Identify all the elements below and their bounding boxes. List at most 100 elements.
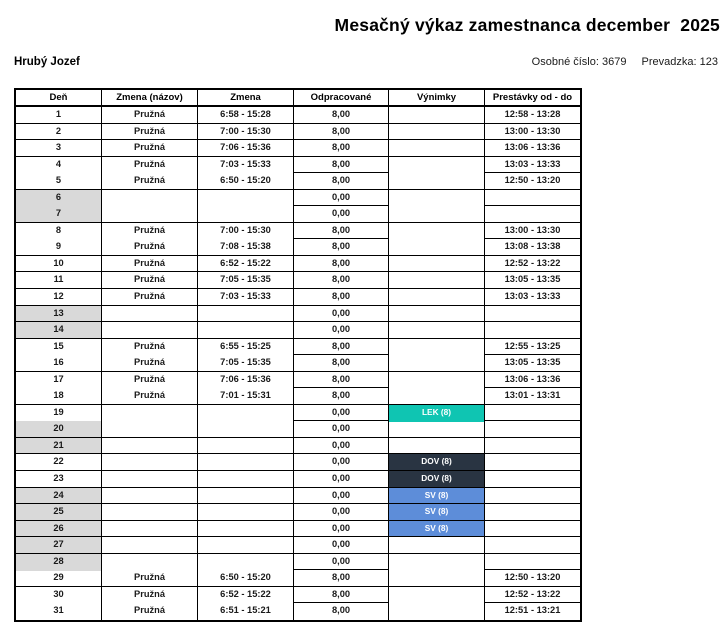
shift-time-cell bbox=[198, 471, 294, 488]
shift-time-cell: 7:05 - 15:35 bbox=[198, 355, 294, 372]
shift-time-cell: 7:00 - 15:30 bbox=[198, 123, 294, 141]
day-cell: 28 bbox=[16, 553, 102, 572]
worked-hours-cell: 8,00 bbox=[294, 140, 389, 157]
breaks-cell bbox=[485, 306, 580, 323]
shift-name-cell bbox=[102, 487, 198, 505]
worked-hours-cell: 8,00 bbox=[294, 338, 389, 356]
subheader: Hrubý Jozef Osobné číslo: 3679 Prevadzka… bbox=[14, 56, 718, 68]
breaks-cell: 12:50 - 13:20 bbox=[485, 173, 580, 190]
header-exceptions: Výnimky bbox=[389, 90, 485, 107]
worked-hours-cell: 0,00 bbox=[294, 537, 389, 554]
worked-hours-cell: 0,00 bbox=[294, 421, 389, 438]
shift-time-cell: 6:55 - 15:25 bbox=[198, 338, 294, 357]
shift-name-cell: Pružná bbox=[102, 586, 198, 605]
worked-hours-cell: 8,00 bbox=[294, 255, 389, 273]
worked-hours-cell: 0,00 bbox=[294, 504, 389, 521]
shift-time-cell: 6:52 - 15:22 bbox=[198, 586, 294, 605]
day-cell: 20 bbox=[16, 421, 102, 438]
worked-hours-cell: 8,00 bbox=[294, 156, 389, 174]
shift-time-cell: 6:51 - 15:21 bbox=[198, 603, 294, 620]
day-cell: 13 bbox=[16, 305, 102, 323]
day-cell: 21 bbox=[16, 437, 102, 455]
breaks-cell bbox=[485, 537, 580, 554]
breaks-cell bbox=[485, 521, 580, 538]
day-cell: 16 bbox=[16, 355, 102, 372]
worked-hours-cell: 0,00 bbox=[294, 305, 389, 323]
shift-time-cell bbox=[198, 537, 294, 554]
exception-cell bbox=[389, 156, 485, 175]
exception-cell bbox=[389, 222, 485, 241]
shift-time-cell bbox=[198, 305, 294, 323]
worked-hours-cell: 8,00 bbox=[294, 388, 389, 405]
shift-name-cell bbox=[102, 553, 198, 572]
header-day: Deň bbox=[16, 90, 102, 107]
exception-cell bbox=[389, 570, 485, 587]
breaks-cell: 13:08 - 13:38 bbox=[485, 239, 580, 256]
breaks-cell: 13:05 - 13:35 bbox=[485, 355, 580, 372]
shift-name-cell: Pružná bbox=[102, 388, 198, 405]
day-cell: 5 bbox=[16, 173, 102, 190]
day-cell: 8 bbox=[16, 222, 102, 241]
shift-name-cell: Pružná bbox=[102, 239, 198, 256]
exception-cell bbox=[389, 305, 485, 323]
day-cell: 29 bbox=[16, 570, 102, 587]
worked-hours-cell: 0,00 bbox=[294, 553, 389, 571]
breaks-cell: 13:00 - 13:30 bbox=[485, 223, 580, 240]
exception-cell bbox=[389, 239, 485, 256]
day-cell: 22 bbox=[16, 454, 102, 472]
worked-hours-cell: 8,00 bbox=[294, 239, 389, 256]
shift-name-cell: Pružná bbox=[102, 123, 198, 141]
breaks-cell: 12:52 - 13:22 bbox=[485, 256, 580, 273]
shift-name-cell bbox=[102, 421, 198, 438]
worked-hours-cell: 0,00 bbox=[294, 437, 389, 455]
exception-cell bbox=[389, 189, 485, 208]
exception-cell bbox=[389, 371, 485, 390]
worked-hours-cell: 8,00 bbox=[294, 173, 389, 190]
shift-time-cell: 7:03 - 15:33 bbox=[198, 156, 294, 175]
worked-hours-cell: 0,00 bbox=[294, 454, 389, 472]
worked-hours-cell: 0,00 bbox=[294, 487, 389, 505]
breaks-cell: 12:52 - 13:22 bbox=[485, 587, 580, 604]
exception-cell bbox=[389, 437, 485, 455]
shift-name-cell: Pružná bbox=[102, 107, 198, 124]
worked-hours-cell: 8,00 bbox=[294, 570, 389, 587]
shift-name-cell: Pružná bbox=[102, 255, 198, 273]
worked-hours-cell: 0,00 bbox=[294, 520, 389, 538]
day-cell: 31 bbox=[16, 603, 102, 620]
breaks-cell bbox=[485, 504, 580, 521]
day-cell: 24 bbox=[16, 487, 102, 505]
day-cell: 3 bbox=[16, 140, 102, 157]
breaks-cell: 13:06 - 13:36 bbox=[485, 140, 580, 157]
worked-hours-cell: 8,00 bbox=[294, 222, 389, 240]
exception-cell: LEK (8) bbox=[389, 404, 485, 423]
breaks-cell: 12:55 - 13:25 bbox=[485, 339, 580, 356]
employee-name: Hrubý Jozef bbox=[14, 56, 80, 68]
breaks-cell bbox=[485, 405, 580, 422]
exception-cell bbox=[389, 107, 485, 124]
shift-name-cell: Pružná bbox=[102, 173, 198, 190]
exception-cell bbox=[389, 421, 485, 438]
shift-time-cell bbox=[198, 504, 294, 521]
exception-cell bbox=[389, 322, 485, 339]
header-shift: Zmena bbox=[198, 90, 294, 107]
shift-name-cell: Pružná bbox=[102, 338, 198, 357]
shift-name-cell: Pružná bbox=[102, 570, 198, 587]
shift-name-cell bbox=[102, 471, 198, 488]
breaks-cell bbox=[485, 206, 580, 223]
shift-name-cell bbox=[102, 305, 198, 323]
day-cell: 30 bbox=[16, 586, 102, 605]
shift-name-cell: Pružná bbox=[102, 371, 198, 390]
exception-cell bbox=[389, 388, 485, 405]
day-cell: 27 bbox=[16, 537, 102, 554]
shift-time-cell: 7:05 - 15:35 bbox=[198, 272, 294, 290]
shift-time-cell bbox=[198, 520, 294, 538]
personal-number: Osobné číslo: 3679 bbox=[532, 56, 627, 68]
plant-value: 123 bbox=[699, 56, 718, 68]
breaks-cell: 12:51 - 13:21 bbox=[504, 605, 561, 616]
breaks-cell: 12:58 - 13:28 bbox=[485, 107, 580, 124]
day-cell: 11 bbox=[16, 272, 102, 290]
worked-hours-cell: 8,00 bbox=[294, 107, 389, 124]
timesheet-table: Deň Zmena (názov) Zmena Odpracované Výnimky P… bbox=[14, 88, 582, 622]
worked-hours-cell: 8,00 bbox=[294, 586, 389, 604]
exception-cell bbox=[389, 537, 485, 554]
